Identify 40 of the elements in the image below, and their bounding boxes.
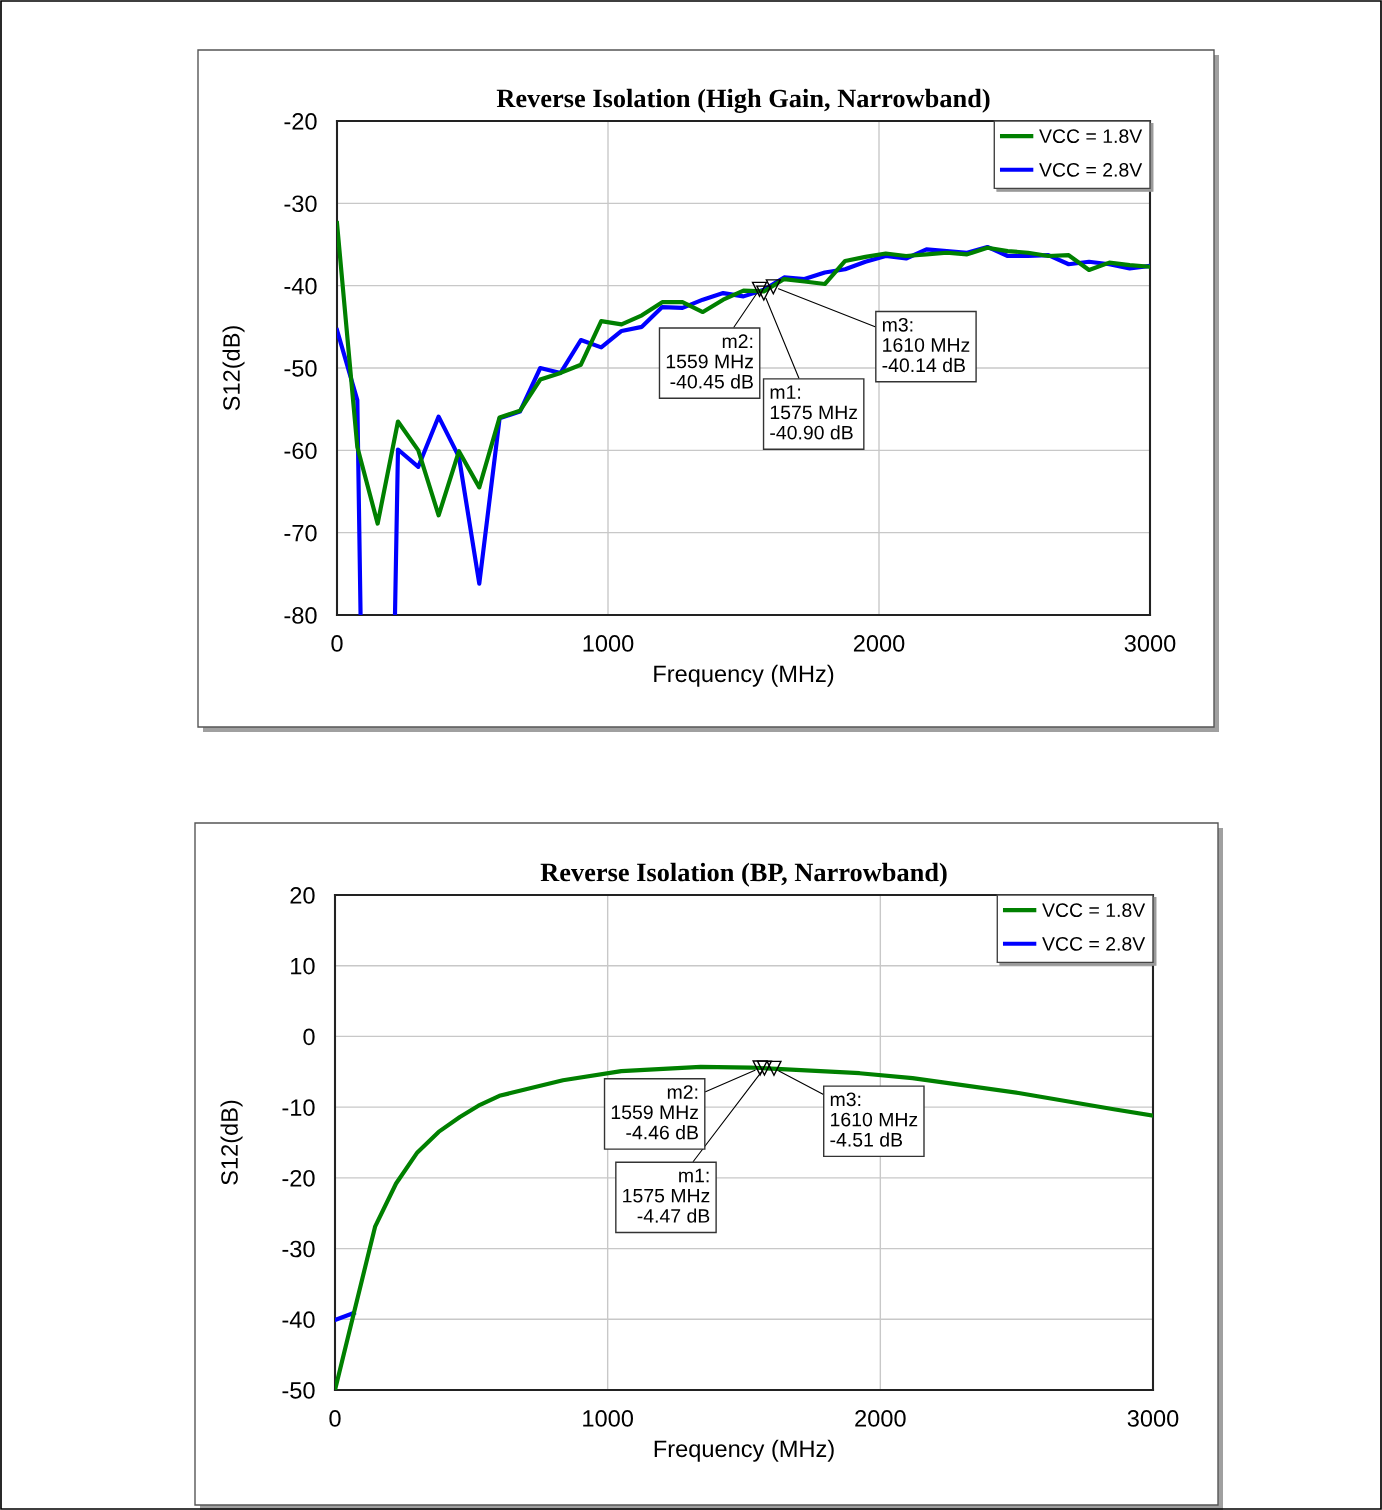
chart-title: Reverse Isolation (High Gain, Narrowband) [496,88,990,113]
legend-label: VCC = 2.8V [1039,162,1143,177]
x-tick-label: 0 [329,1410,341,1427]
annotation: m3: 1610 MHz -4.51 dB [830,1092,918,1147]
y-tick-label: -40 [284,277,317,295]
y-tick-label: -50 [284,360,317,377]
y-tick-label: -40 [282,1311,315,1329]
line-series [337,221,1150,526]
annotation: m2: 1559 MHz -40.45 dB [666,334,753,389]
y-tick-label: 20 [290,887,315,904]
y-tick-label: -60 [284,442,317,460]
y-tick-label: -70 [284,524,317,542]
y-tick-label: -20 [282,1169,315,1187]
chart-title: Reverse Isolation (BP, Narrowband) [540,862,947,887]
x-axis-title: Frequency (MHz) [654,1439,834,1462]
y-tick-label: -30 [282,1240,315,1258]
y-axis-title: S12(dB) [222,326,245,411]
y-tick-label: 0 [303,1028,315,1046]
x-tick-label: 0 [331,635,343,652]
legend-label: VCC = 2.8V [1042,936,1146,951]
x-tick-label: 3000 [1127,1410,1179,1427]
y-tick-label: -30 [284,195,317,213]
legend-label: VCC = 1.8V [1042,903,1146,918]
annotation: m2: 1559 MHz -4.46 dB [611,1085,699,1140]
y-tick-label: -20 [284,113,317,130]
x-tick-label: 2000 [855,1410,906,1427]
legend-label: VCC = 1.8V [1039,129,1143,144]
x-tick-label: 3000 [1124,635,1176,652]
y-tick-label: -50 [282,1382,315,1399]
x-tick-label: 1000 [583,635,634,652]
annotation: m1: 1575 MHz -40.90 dB [770,385,858,440]
annotation: m3: 1610 MHz -40.14 dB [882,317,970,373]
annotation: m1: 1575 MHz -4.47 dB [623,1168,710,1223]
x-tick-label: 2000 [853,635,905,652]
y-tick-label: -80 [284,607,317,624]
x-tick-label: 1000 [583,1410,634,1427]
y-tick-label: 10 [291,957,315,975]
x-axis-title: Frequency (MHz) [654,664,834,687]
y-tick-label: -10 [282,1099,315,1116]
y-axis-title: S12(dB) [220,1100,243,1185]
